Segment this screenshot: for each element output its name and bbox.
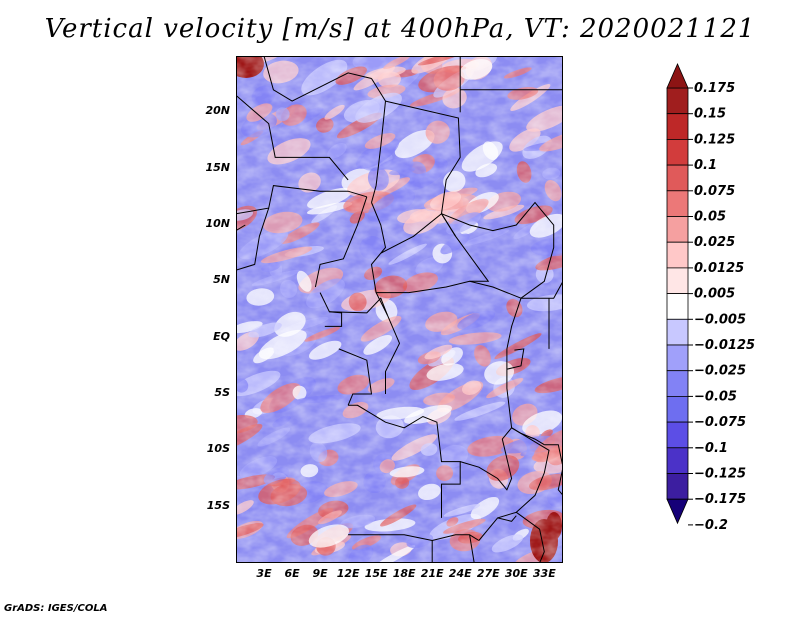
colorbar-swatch (666, 138, 689, 166)
colorbar-level-label: −0.1 (694, 441, 728, 456)
colorbar-swatch (666, 216, 689, 243)
country-border (441, 201, 555, 299)
colorbar-level-label: −0.075 (694, 415, 746, 430)
y-tick-label: 15S (206, 498, 230, 512)
colorbar-swatch (666, 87, 689, 115)
country-border (338, 348, 373, 406)
x-tick-label: 12E (336, 567, 360, 580)
x-tick-label: 18E (392, 567, 416, 580)
y-tick-label: 5S (214, 386, 230, 399)
country-border (348, 404, 461, 518)
colorbar-swatch (666, 370, 689, 397)
colorbar-swatch (666, 293, 689, 320)
colorbar-swatch (666, 164, 689, 192)
colorbar-level-label: −0.175 (694, 492, 746, 507)
x-tick-label: 6E (284, 567, 300, 580)
colorbar-top-arrow (666, 63, 689, 89)
x-tick-label: 33E (532, 567, 556, 580)
colorbar-level-label: 0.15 (694, 107, 726, 122)
colorbar-level-label: −0.0125 (694, 338, 755, 353)
colorbar-swatch (666, 318, 689, 346)
country-border (236, 185, 367, 215)
country-border (380, 212, 490, 282)
y-tick-label: 15N (205, 160, 230, 174)
country-border (506, 298, 545, 446)
country-border (544, 444, 563, 497)
country-border (497, 515, 517, 522)
colorbar-swatch (666, 447, 689, 474)
colorbar-bottom-arrow (666, 498, 689, 525)
colorbar-swatch (666, 344, 689, 372)
x-tick-label: 9E (312, 567, 328, 580)
colorbar-level-label: 0.0125 (694, 261, 744, 276)
colorbar-level-label: −0.2 (694, 518, 728, 533)
colorbar-swatch (666, 241, 689, 269)
y-tick-label: 5N (213, 273, 230, 287)
colorbar-level-label: −0.005 (694, 312, 746, 327)
country-border (521, 281, 563, 299)
colorbar-level-label: 0.1 (694, 158, 717, 173)
country-border (263, 56, 372, 102)
y-tick-label: 10S (206, 442, 230, 456)
colorbar-swatch (666, 395, 689, 423)
country-border (385, 314, 401, 394)
colorbar-swatch (666, 113, 689, 140)
colorbar-level-label: 0.175 (694, 81, 735, 96)
x-tick-label: 27E (476, 567, 500, 580)
colorbar-swatch (666, 473, 689, 500)
x-tick-label: 15E (364, 567, 388, 580)
colorbar-level-label: 0.125 (694, 132, 735, 147)
credit-label: GrADS: IGES/COLA (4, 603, 108, 614)
x-tick-label: 3E (256, 567, 272, 580)
chart-title: Vertical velocity [m/s] at 400hPa, VT: 2… (44, 14, 756, 44)
country-border (370, 202, 388, 316)
colorbar-level-label: 0.075 (694, 184, 735, 199)
y-tick-label: 20N (205, 104, 230, 118)
country-border (314, 196, 368, 288)
country-border (460, 427, 550, 541)
country-border (506, 348, 525, 370)
x-tick-label: 24E (448, 567, 472, 580)
colorbar-level-label: −0.125 (694, 467, 746, 482)
colorbar-level-label: 0.05 (694, 210, 726, 225)
map-frame (236, 56, 563, 563)
velocity-field-map (236, 56, 563, 563)
country-border (236, 207, 270, 271)
y-tick-label: EQ (213, 329, 230, 343)
country-border (469, 534, 475, 563)
colorbar-level-label: 0.005 (694, 287, 735, 302)
colorbar-swatch (666, 190, 689, 217)
country-border (516, 511, 545, 563)
x-tick-label: 30E (504, 567, 528, 580)
colorbar-level-label: −0.05 (694, 389, 737, 404)
y-tick-label: 10N (205, 217, 230, 230)
country-border (371, 78, 387, 203)
colorbar-level-label: 0.025 (694, 235, 735, 250)
colorbar-level-label: −0.025 (694, 364, 746, 379)
map-area (236, 56, 563, 563)
x-tick-label: 21E (420, 567, 444, 580)
country-border (236, 224, 246, 232)
country-border (236, 95, 349, 181)
colorbar-swatch (666, 267, 689, 294)
colorbar-swatch (666, 421, 689, 449)
country-border (319, 292, 343, 327)
country-border (376, 280, 522, 299)
country-border (329, 297, 388, 316)
